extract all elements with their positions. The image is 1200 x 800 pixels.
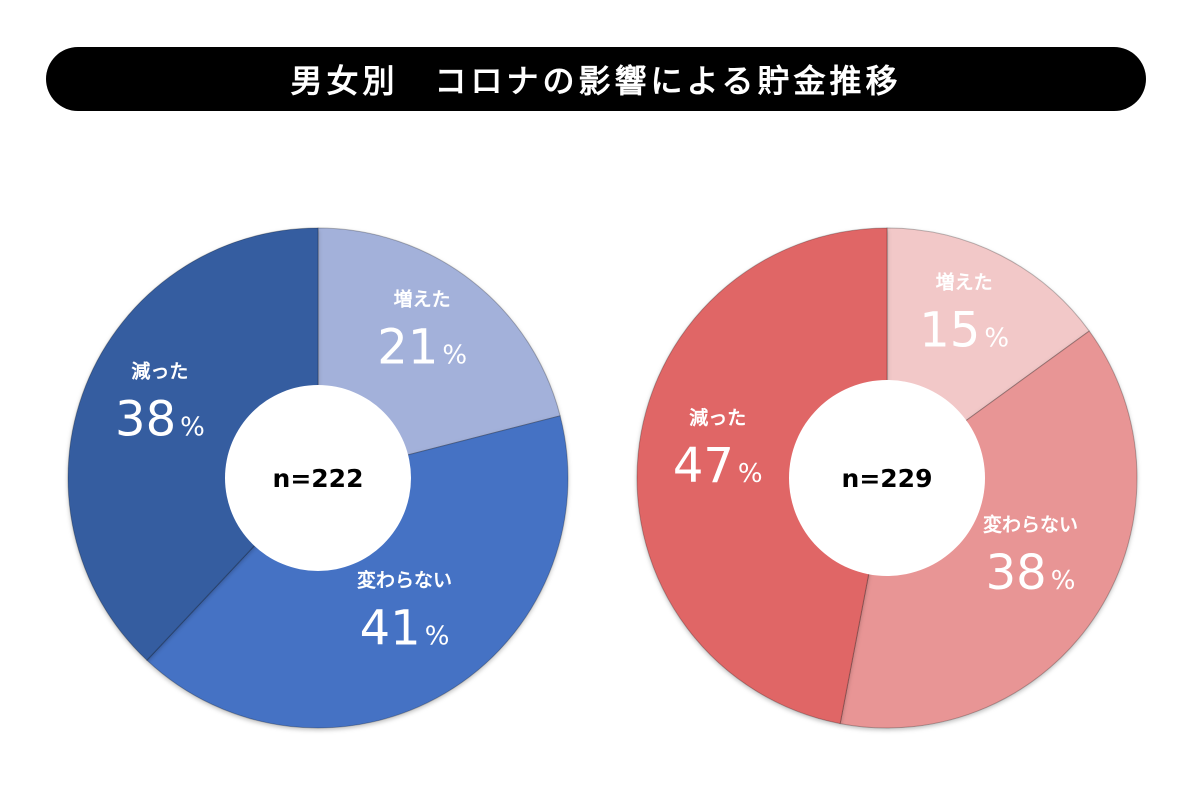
slice-2 bbox=[839, 330, 1138, 729]
slice-label: 減った bbox=[131, 359, 188, 382]
slice-label: 増えた bbox=[936, 271, 993, 294]
slice-3 bbox=[67, 227, 319, 661]
slice-label: 減った bbox=[689, 406, 746, 429]
chart-title: 男女別 コロナの影響による貯金推移 bbox=[290, 62, 902, 100]
slice-label: 増えた bbox=[394, 288, 451, 311]
title-bar: 男女別 コロナの影響による貯金推移 bbox=[46, 47, 1146, 111]
donut-chart-2: 増えた 15 % 変わらない 38 % 減った 47% n=229 bbox=[636, 227, 1138, 729]
slice-value: 41% bbox=[360, 600, 450, 656]
slice-value: 15% bbox=[919, 303, 1009, 359]
sample-size-label: n=229 bbox=[842, 464, 933, 493]
slice-value: 21% bbox=[377, 320, 467, 376]
slice-3 bbox=[636, 227, 888, 725]
sample-size-label: n=222 bbox=[273, 464, 364, 493]
slice-value: 47% bbox=[673, 438, 763, 494]
slice-value: 38% bbox=[986, 545, 1076, 601]
donut-chart-1: 増えた 21 % 変わらない 41 % 減った 38 % n=222 bbox=[67, 227, 569, 729]
slice-2 bbox=[146, 415, 569, 729]
slice-value: 38% bbox=[115, 391, 205, 447]
slice-label: 変わらない bbox=[357, 568, 452, 591]
slice-label: 変わらない bbox=[983, 513, 1078, 536]
donut-hole bbox=[225, 385, 411, 571]
donut-hole bbox=[789, 380, 985, 576]
